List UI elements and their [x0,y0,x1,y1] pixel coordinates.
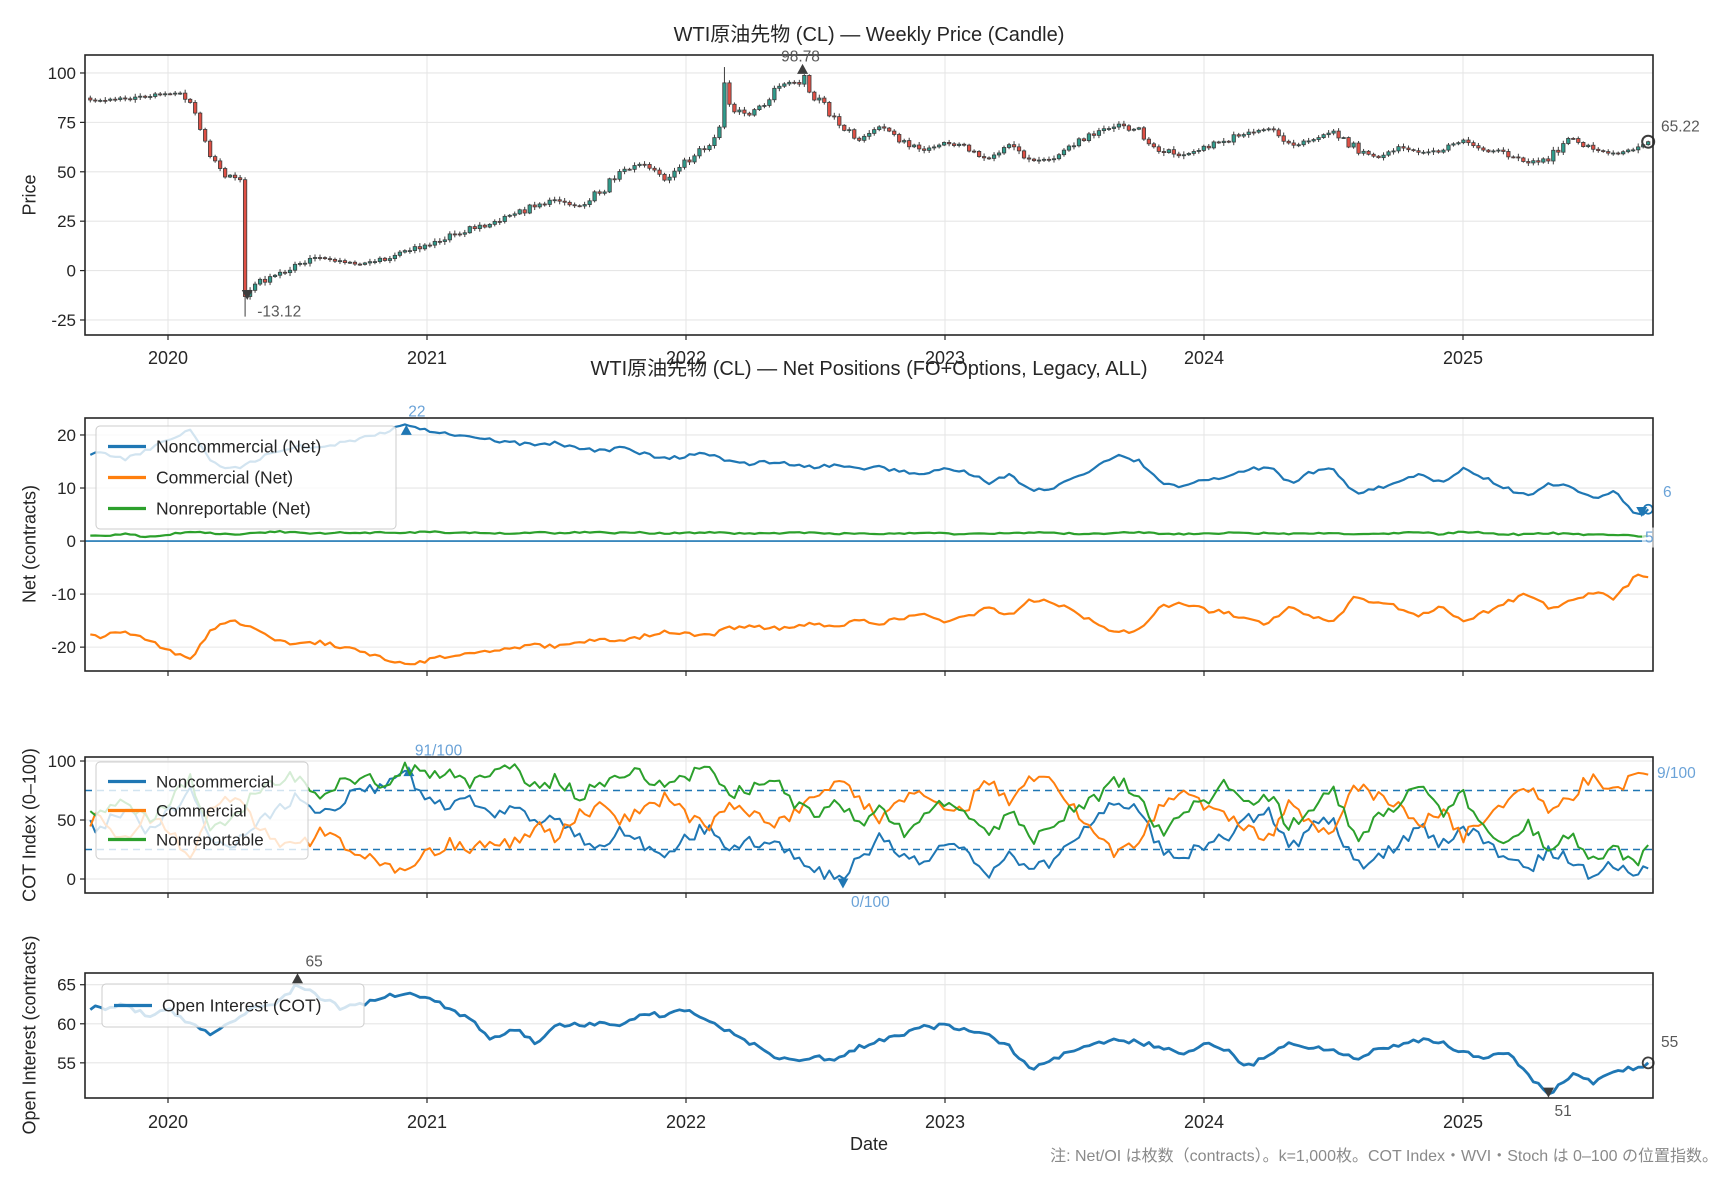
y-tick-label: 75 [57,113,76,132]
legend-label: Open Interest (COT) [162,996,322,1016]
annotation: 51 [1554,1103,1571,1120]
y-tick-label: 20 [57,426,76,445]
legend: Noncommercial (Net) Commercial (Net) Nonre… [95,425,397,530]
x-tick-label: 2022 [666,348,706,368]
annotation: 98.78 [781,48,820,65]
series-noncommercial [89,769,1649,880]
x-tick-label: 2024 [1184,348,1224,368]
legend: Noncommercial Commercial Nonreportable [95,761,309,860]
last-value-marker [1641,134,1656,149]
legend-label: Nonreportable [156,831,264,850]
panel-4: Open Interest (COT) 65 60 55 2020 2021 2022 202… [57,954,1678,1132]
y-tick-label: -10 [51,585,76,604]
annotation: 6 [1663,484,1672,501]
annotation: 55 [1661,1034,1678,1051]
annotation: 91/100 [415,743,463,760]
annotation: 65.22 [1661,119,1700,136]
y-tick-label: 10 [57,479,76,498]
series-commercial-net- [90,573,1649,666]
y-tick-label: 100 [48,752,76,771]
x-tick-label: 2024 [1184,1112,1224,1132]
down-marker [837,878,849,889]
y-tick-label: 50 [57,163,76,182]
x-tick-label: 2022 [666,1112,706,1132]
x-tick-label: 2025 [1443,348,1483,368]
panel1-ylabel: Price [19,174,40,216]
panel-2: Noncommercial (Net) Commercial (Net) Nonre… [51,403,1672,676]
annotation: 22 [408,403,425,420]
y-tick-label: 25 [57,212,76,231]
legend-label: Noncommercial [156,773,274,792]
annotation: 65 [306,954,323,971]
panel3-ylabel: COT Index (0–100) [19,748,40,902]
y-tick-label: 60 [57,1015,76,1034]
y-tick-label: -20 [51,638,76,657]
down-marker [1542,1087,1554,1098]
panel-3: Noncommercial Commercial Nonreportable 100 5… [48,743,1697,911]
panel2-ylabel: Net (contracts) [19,484,40,604]
y-tick-label: 0 [67,870,76,889]
annotation: 5 [1645,530,1654,547]
panel4-ylabel: Open Interest (contracts) [19,935,40,1135]
x-tick-label: 2025 [1443,1112,1483,1132]
panel-border [84,54,1654,336]
panel-1: 100 75 50 25 0 -25 2020 2021 2022 2023 2024 2025 98.… [48,48,1700,368]
legend-label: Noncommercial (Net) [156,437,321,457]
x-tick-label: 2020 [148,1112,188,1132]
footnote: 注: Net/OI は枚数（contracts）。k=1,000枚。COT In… [1050,1148,1718,1165]
series-nonreportable-net- [90,529,1649,539]
legend-label: Nonreportable (Net) [156,499,311,519]
y-tick-label: 50 [57,811,76,830]
x-tick-label: 2020 [148,348,188,368]
y-tick-label: 55 [57,1054,76,1073]
down-marker [241,290,253,301]
annotation: 9/100 [1657,765,1696,782]
panel-border [84,972,1654,1099]
y-tick-label: 65 [57,976,76,995]
legend-label: Commercial [156,802,247,821]
legend: Open Interest (COT) [101,983,365,1028]
series-commercial [89,771,1649,874]
panel1-title: WTI原油先物 (CL) — Weekly Price (Candle) [673,24,1065,46]
gridlines [85,55,1653,335]
y-tick-label: -25 [51,311,76,330]
panel-border [84,756,1654,894]
y-tick-label: 0 [67,262,76,281]
y-tick-label: 0 [67,532,76,551]
x-tick-label: 2023 [925,1112,965,1132]
legend-label: Commercial (Net) [156,468,293,488]
y-tick-label: 100 [48,64,76,83]
annotation: -13.12 [257,304,301,321]
x-tick-label: 2023 [925,348,965,368]
x-tick-label: 2021 [407,1112,447,1132]
series-nonreportable [89,761,1649,867]
candlestick-series [88,67,1651,317]
x-axis-label: Date [849,1134,889,1154]
up-marker [400,424,412,435]
x-tick-label: 2021 [407,348,447,368]
up-marker [797,63,809,74]
panel2-title: WTI原油先物 (CL) — Net Positions (FO+Options… [590,358,1148,380]
annotation: 0/100 [851,894,890,911]
up-marker [292,973,303,984]
